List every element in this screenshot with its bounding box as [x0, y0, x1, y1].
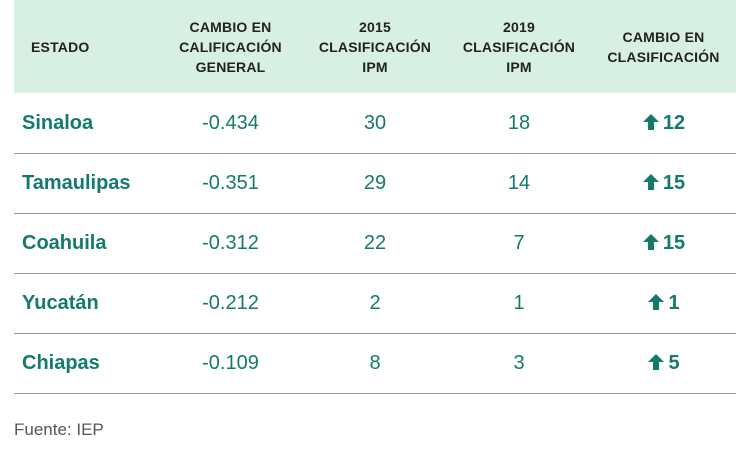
ranking-table-container: ESTADO CAMBIO EN CALIFICACIÓN GENERAL 20…	[14, 0, 736, 394]
table-row: Chiapas -0.109 8 3 5	[14, 333, 736, 393]
state-name: Chiapas	[14, 333, 158, 393]
header-cambio-clasificacion: CAMBIO EN CLASIFICACIÓN	[591, 0, 736, 93]
rank-2015: 22	[303, 213, 447, 273]
rank-change: 15	[591, 213, 736, 273]
rank-change-value: 12	[663, 112, 685, 134]
change-score: -0.212	[158, 273, 303, 333]
rank-2019: 7	[447, 213, 591, 273]
rank-change: 5	[591, 333, 736, 393]
table-row: Tamaulipas -0.351 29 14 15	[14, 153, 736, 213]
state-name: Sinaloa	[14, 93, 158, 153]
state-name: Coahuila	[14, 213, 158, 273]
change-score: -0.351	[158, 153, 303, 213]
ranking-table: ESTADO CAMBIO EN CALIFICACIÓN GENERAL 20…	[14, 0, 736, 394]
source-note: Fuente: IEP	[14, 420, 104, 440]
rank-2015: 8	[303, 333, 447, 393]
state-name: Tamaulipas	[14, 153, 158, 213]
rank-2015: 30	[303, 93, 447, 153]
rank-2019: 3	[447, 333, 591, 393]
rank-change-value: 1	[668, 292, 679, 314]
header-estado: ESTADO	[14, 0, 158, 93]
arrow-up-icon	[647, 293, 665, 311]
change-score: -0.312	[158, 213, 303, 273]
arrow-up-icon	[642, 113, 660, 131]
table-row: Coahuila -0.312 22 7 15	[14, 213, 736, 273]
rank-change-value: 5	[668, 352, 679, 374]
rank-change: 15	[591, 153, 736, 213]
rank-change-value: 15	[663, 172, 685, 194]
header-cambio-calificacion: CAMBIO EN CALIFICACIÓN GENERAL	[158, 0, 303, 93]
rank-2019: 1	[447, 273, 591, 333]
rank-2015: 2	[303, 273, 447, 333]
rank-2019: 14	[447, 153, 591, 213]
header-row: ESTADO CAMBIO EN CALIFICACIÓN GENERAL 20…	[14, 0, 736, 93]
change-score: -0.109	[158, 333, 303, 393]
rank-change: 1	[591, 273, 736, 333]
rank-2015: 29	[303, 153, 447, 213]
state-name: Yucatán	[14, 273, 158, 333]
table-row: Yucatán -0.212 2 1 1	[14, 273, 736, 333]
change-score: -0.434	[158, 93, 303, 153]
header-2015-clasificacion: 2015 CLASIFICACIÓN IPM	[303, 0, 447, 93]
table-row: Sinaloa -0.434 30 18 12	[14, 93, 736, 153]
arrow-up-icon	[642, 173, 660, 191]
table-body: Sinaloa -0.434 30 18 12 Tamaulipas -0.35…	[14, 93, 736, 393]
arrow-up-icon	[647, 353, 665, 371]
arrow-up-icon	[642, 233, 660, 251]
header-2019-clasificacion: 2019 CLASIFICACIÓN IPM	[447, 0, 591, 93]
table-header: ESTADO CAMBIO EN CALIFICACIÓN GENERAL 20…	[14, 0, 736, 93]
rank-change: 12	[591, 93, 736, 153]
rank-change-value: 15	[663, 232, 685, 254]
rank-2019: 18	[447, 93, 591, 153]
